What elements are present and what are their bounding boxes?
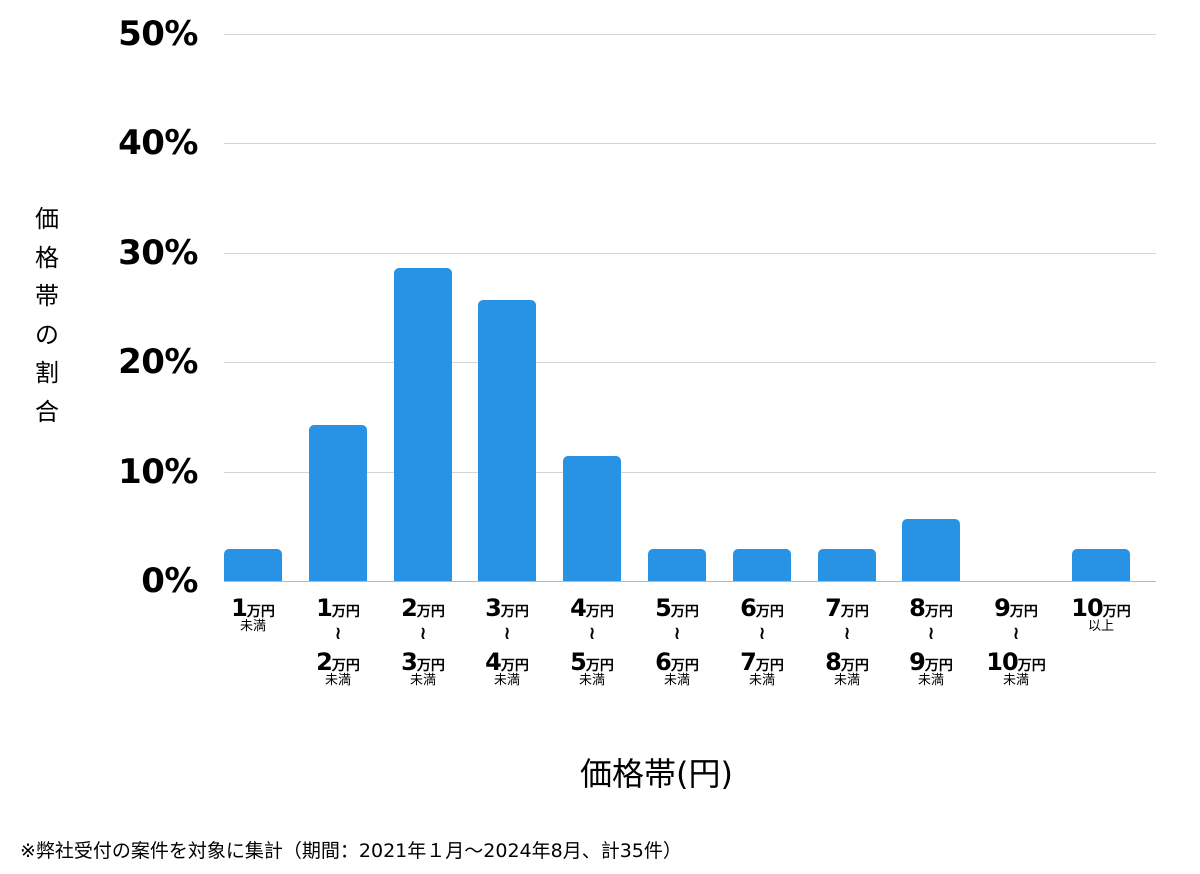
gridline <box>224 253 1156 254</box>
x-tick-label: 4万円 ≀ 5万円 未満 <box>570 594 614 688</box>
x-tick-label: 1万円 ≀ 2万円 未満 <box>316 594 360 688</box>
bar <box>394 268 452 581</box>
x-tick-label: 1万円 未満 <box>231 594 275 634</box>
x-tick-label: 2万円 ≀ 3万円 未満 <box>401 594 445 688</box>
gridline <box>224 472 1156 473</box>
bar <box>224 549 282 581</box>
y-tick-label: 30% <box>118 232 198 273</box>
x-axis-baseline <box>224 581 1156 582</box>
bar <box>902 519 960 581</box>
bar <box>818 549 876 581</box>
y-axis-title-char: 格 <box>35 243 59 272</box>
y-axis-title-char: 価 <box>35 205 59 233</box>
y-tick-label: 10% <box>118 451 198 492</box>
bar <box>648 549 706 581</box>
y-tick-label: 40% <box>118 123 198 164</box>
y-axis-title-char: 割 <box>35 359 59 387</box>
bar <box>309 425 367 581</box>
bar <box>733 549 791 581</box>
gridline <box>224 362 1156 363</box>
bar <box>478 300 536 581</box>
y-axis-title-char: 合 <box>35 397 59 426</box>
x-tick-label: 9万円 ≀ 10万円 未満 <box>986 594 1046 688</box>
y-tick-label: 50% <box>118 14 198 54</box>
x-tick-label: 10万円 以上 <box>1071 594 1131 634</box>
y-axis-title: 価格帯の割合 <box>30 200 64 431</box>
x-axis-title: 価格帯(円) <box>580 755 733 793</box>
bar <box>1072 549 1130 581</box>
bar <box>563 456 621 581</box>
x-tick-label: 8万円 ≀ 9万円 未満 <box>909 594 953 688</box>
gridline <box>224 34 1156 35</box>
x-tick-label: 6万円 ≀ 7万円 未満 <box>740 594 784 688</box>
gridline <box>224 143 1156 144</box>
y-tick-label: 20% <box>118 342 198 383</box>
x-tick-label: 7万円 ≀ 8万円 未満 <box>825 594 869 688</box>
x-tick-label: 3万円 ≀ 4万円 未満 <box>485 594 529 688</box>
y-axis-title-char: の <box>35 320 59 349</box>
y-axis-title-char: 帯 <box>35 282 59 310</box>
x-tick-label: 5万円 ≀ 6万円 未満 <box>655 594 699 688</box>
footnote: ※弊社受付の案件を対象に集計（期間：2021年１月〜2024年8月、計35件） <box>20 840 682 862</box>
y-tick-label: 0% <box>141 561 198 601</box>
